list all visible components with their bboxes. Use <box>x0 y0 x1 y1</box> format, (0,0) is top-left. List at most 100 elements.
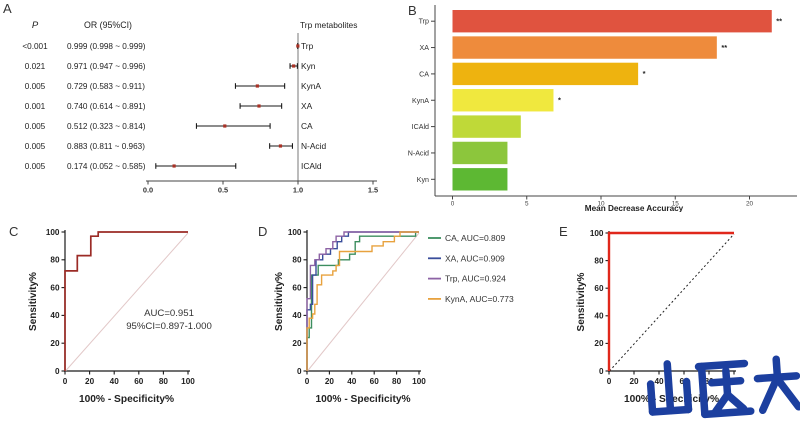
watermark-strokes <box>646 355 800 419</box>
x-tick-label: 0 <box>607 377 612 386</box>
watermark <box>646 355 800 419</box>
bar-XA <box>452 36 717 59</box>
or-ci-text: 0.174 (0.052 ~ 0.585) <box>67 162 146 171</box>
or-ci-text: 0.999 (0.998 ~ 0.999) <box>67 42 146 51</box>
or-point-ICAld <box>172 164 176 168</box>
or-point-Kyn <box>292 64 296 68</box>
y-tick-label: 60 <box>292 283 302 292</box>
x-tick-label: 40 <box>654 377 664 386</box>
bar-label-Kyn: Kyn <box>417 176 429 184</box>
legend-label-CA: CA, AUC=0.809 <box>445 233 506 243</box>
bar-Kyn <box>452 168 508 191</box>
significance-KynA: * <box>558 95 561 104</box>
p-value: <0.001 <box>22 42 48 51</box>
or-point-Trp <box>296 44 300 48</box>
bar-label-KynA: KynA <box>412 97 429 105</box>
or-ci-text: 0.740 (0.614 ~ 0.891) <box>67 102 146 111</box>
x-tick-label: 60 <box>370 377 380 386</box>
diagonal-reference <box>65 232 189 372</box>
y-tick-label: 100 <box>590 229 604 238</box>
row-label-KynA: KynA <box>301 81 321 91</box>
y-tick-label: 0 <box>297 367 302 376</box>
significance-Trp: ** <box>776 16 782 25</box>
y-tick-label: 80 <box>292 256 302 265</box>
p-value: 0.001 <box>25 102 46 111</box>
bar-label-N-Acid: N-Acid <box>408 149 429 157</box>
panel-e-tag: E <box>559 224 568 239</box>
bar-label-CA: CA <box>419 70 429 78</box>
diagonal-reference <box>609 233 735 372</box>
x-tick-label: 20 <box>325 377 335 386</box>
y-tick-label: 40 <box>594 312 604 321</box>
x-axis-title: Mean Decrease Accuracy <box>585 204 684 212</box>
y-tick-label: 20 <box>292 339 302 348</box>
row-label-XA: XA <box>301 101 313 111</box>
auc-annotation: 95%CI=0.897-1.000 <box>126 321 212 332</box>
bar-N-Acid <box>452 141 508 165</box>
p-value: 0.005 <box>25 142 46 151</box>
bar-label-Trp: Trp <box>419 18 429 26</box>
bar-chart-svg: Trp ** XA ** CA * KynA * ICAld N-Acid Kyn 0 5 10 15 20 M… <box>408 5 797 212</box>
ci-bar-ICAld <box>155 163 237 169</box>
panel-c-tag: C <box>9 224 19 239</box>
bar-label-ICAld: ICAld <box>412 123 429 131</box>
y-tick-label: 100 <box>288 228 302 237</box>
or-ci-text: 0.883 (0.811 ~ 0.963) <box>67 142 145 151</box>
y-tick-label: 20 <box>50 339 60 348</box>
bar-KynA <box>452 89 554 112</box>
roc-curve-KynA <box>306 231 419 371</box>
bar-ICAld <box>452 115 521 138</box>
x-tick-label: 100 <box>412 377 426 386</box>
x-tick-label: 0.0 <box>143 186 153 195</box>
x-tick-label: 0 <box>63 377 68 386</box>
row-label-CA: CA <box>301 121 313 131</box>
y-tick-label: 100 <box>46 228 60 237</box>
x-tick-label: 100 <box>181 377 195 386</box>
forest-plot-svg: P OR (95%CI) Trp metabolites <0.001 0.999 (0… <box>22 20 378 195</box>
panel-a-forest-plot: A P OR (95%CI) Trp metabolites <0.001 0.999 … <box>0 0 400 212</box>
roc-curve-Trp <box>306 231 419 371</box>
auc-annotation: AUC=0.951 <box>144 308 194 319</box>
p-value: 0.005 <box>25 122 46 131</box>
bar-label-XA: XA <box>420 44 430 52</box>
x-tick-label: 1.0 <box>293 186 303 195</box>
x-tick-label: 80 <box>392 377 402 386</box>
x-tick-label: 0 <box>451 201 455 208</box>
ci-bar-N-Acid <box>269 143 294 149</box>
roc-curve-ROC <box>64 231 188 371</box>
diagonal-reference <box>307 232 420 372</box>
or-point-CA <box>223 124 227 128</box>
panel-c-roc: C 0 20 40 60 80 100 0 20 40 60 80 100 100% - Specifi… <box>0 212 252 425</box>
panel-d-roc: D 0 20 40 60 80 100 0 20 40 60 80 100 100% - Specifi… <box>252 212 557 425</box>
panel-b-bar-chart: B Trp ** XA ** CA * KynA * ICAld N-Acid Kyn 0 5 10 15 2… <box>400 0 800 212</box>
x-tick-label: 10 <box>597 201 605 208</box>
row-label-ICAld: ICAld <box>301 161 322 171</box>
y-tick-label: 40 <box>292 311 302 320</box>
y-tick-label: 80 <box>50 256 60 265</box>
or-point-N-Acid <box>278 144 283 148</box>
x-tick-label: 60 <box>134 377 144 386</box>
x-axis-title: 100% - Specificity% <box>79 394 174 405</box>
p-value: 0.005 <box>25 162 46 171</box>
panel-a-tag: A <box>3 1 12 16</box>
or-point-KynA <box>255 84 259 88</box>
y-tick-label: 0 <box>55 367 60 376</box>
legend-label-KynA: KynA, AUC=0.773 <box>445 294 514 304</box>
roc-c-svg: 0 20 40 60 80 100 0 20 40 60 80 100 100% - Specifici… <box>28 228 212 405</box>
y-tick-label: 20 <box>594 339 604 348</box>
x-tick-label: 40 <box>110 377 120 386</box>
ci-bar-CA <box>195 123 271 129</box>
x-tick-label: 1.5 <box>368 186 378 195</box>
x-axis-title: 100% - Specificity% <box>315 394 410 405</box>
row-label-Kyn: Kyn <box>301 61 316 71</box>
x-tick-label: 0 <box>305 377 310 386</box>
y-tick-label: 60 <box>50 283 60 292</box>
y-tick-label: 60 <box>594 284 604 293</box>
p-value: 0.005 <box>25 82 46 91</box>
y-axis-title: Sensitivity% <box>576 272 587 331</box>
panel-b-tag: B <box>408 3 417 18</box>
x-tick-label: 20 <box>746 201 754 208</box>
x-tick-label: 80 <box>159 377 169 386</box>
